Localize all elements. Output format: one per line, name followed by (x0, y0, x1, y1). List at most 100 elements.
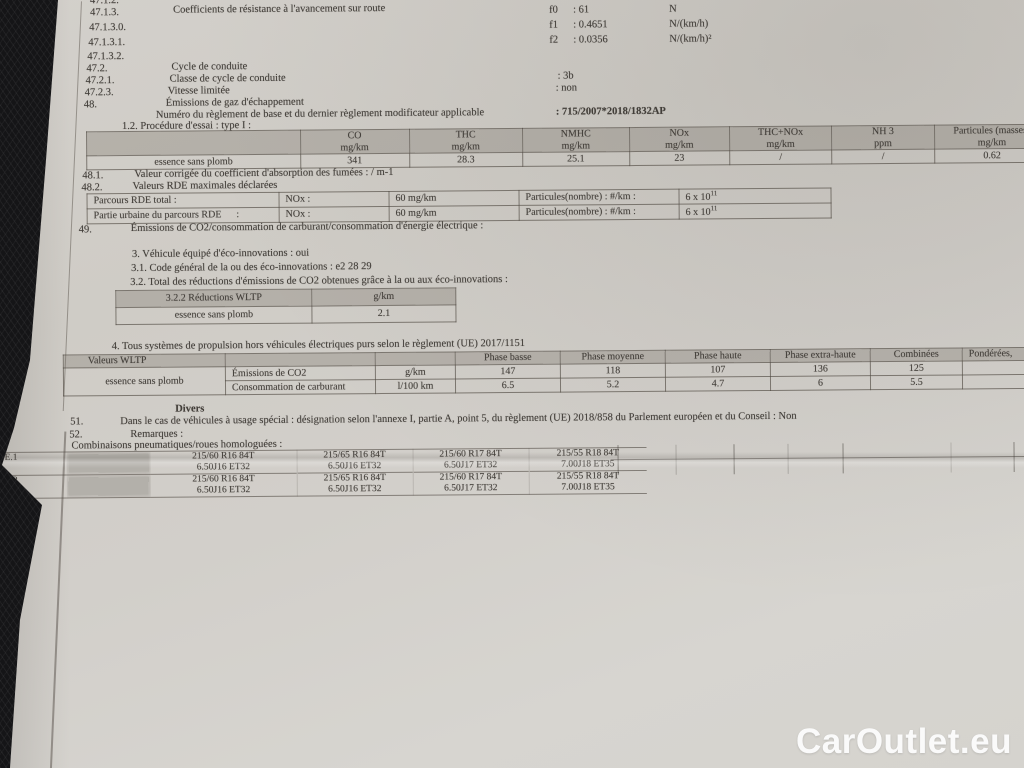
emissions-header-nox: NOx mg/km (629, 126, 730, 152)
emissions-header-co: CO mg/km (300, 129, 410, 155)
wltp-header-combined: Combinées (870, 347, 963, 362)
wltp-co2-extra: 136 (770, 361, 871, 377)
redaction-box (68, 453, 149, 473)
wltp-table: Valeurs WLTP Phase basse Phase moyenne P… (63, 347, 1024, 397)
wltp-header-blank-2 (375, 351, 456, 366)
tire-table-tick (733, 444, 735, 475)
item-text-49: Émissions de CO2/consommation de carbura… (130, 220, 484, 234)
emissions-thcnox-value: / (729, 149, 832, 165)
redaction-box (68, 476, 149, 496)
f1-value: : 0.4651 (573, 19, 608, 31)
rde-row1-particles-value: 6 x 1011 (678, 187, 832, 205)
wltp-row-label: essence sans plomb (63, 366, 226, 397)
tire-row1-col3: 215/60 R17 84T 6.50J17 ET32 (412, 448, 529, 473)
tire-row2-col2: 215/65 R16 84T 6.50J16 ET32 (296, 472, 413, 497)
f2-value: : 0.0356 (573, 34, 608, 46)
tire-table-tick (675, 444, 677, 475)
f0-value: : 61 (573, 4, 590, 16)
item-number-47-1-3-1: 47.1.3.1. (88, 37, 126, 49)
wltp-header-phase-extra: Phase extra-haute (770, 348, 871, 363)
emissions-part-mass-value: 0.62 (934, 148, 1024, 164)
tire-row1-redaction (66, 451, 151, 476)
rde-row2-pollutant: NOx : (279, 206, 390, 222)
tire-row1-col2: 215/65 R16 84T 6.50J16 ET32 (296, 449, 413, 474)
wltp-co2-unit: g/km (375, 364, 456, 380)
item-value-47-2-1: : 3b (557, 70, 574, 82)
rde-row1-pollutant: NOx : (278, 191, 390, 208)
eco-innovation-line-3: 3. Véhicule équipé d'éco-innovations : o… (131, 247, 310, 260)
rde-row1-label: Parcours RDE total : (86, 192, 280, 209)
f2-name: f2 (549, 34, 559, 46)
tire-row1-col1: 215/60 R16 84T 6.50J16 ET32 (150, 450, 297, 475)
tire-combinations-table: E.1 215/60 R16 84T 6.50J16 ET32 215/65 R1… (2, 447, 647, 499)
f1-name: f1 (549, 19, 558, 31)
f0-name: f0 (549, 4, 558, 16)
eco-reduction-table: 3.2.2 Réductions WLTP g/km essence sans … (115, 287, 457, 325)
wltp-fuel-low: 6.5 (455, 378, 561, 393)
wltp-header-phase-low: Phase basse (455, 351, 561, 365)
wltp-fuel-mid: 5.2 (560, 377, 666, 393)
wltp-fuel-weighted (962, 374, 1024, 389)
wltp-fuel-label: Consommation de carburant (225, 379, 376, 395)
tire-table-tick (950, 442, 952, 473)
wltp-header-phase-mid: Phase moyenne (560, 350, 666, 365)
rde-row1-limit: 60 mg/km (388, 190, 520, 207)
emissions-type1-table: CO mg/km THC mg/km NMHC mg/km NOx mg/km THC+… (86, 123, 1024, 171)
item-number-49: 49. (78, 224, 92, 236)
f2-unit: N/(km/h)² (669, 33, 712, 45)
rde-row2-particles-label: Particules(nombre) : #/km : (519, 204, 680, 221)
item-text-51: Dans le cas de véhicules à usage spécial… (120, 410, 797, 428)
wltp-fuel-high: 4.7 (665, 376, 771, 392)
rde-row2-label: Partie urbaine du parcours RDE : (87, 207, 280, 224)
emissions-header-blank (86, 130, 301, 156)
tire-table-tick (842, 443, 844, 474)
tire-row2-col1: 215/60 R16 84T 6.50J16 ET32 (150, 473, 297, 498)
item-number-47-2-3: 47.2.3. (84, 87, 114, 99)
wltp-corner-label: Valeurs WLTP (63, 353, 226, 369)
tire-row2-col3: 215/60 R17 84T 6.50J17 ET32 (412, 471, 529, 496)
item-number-47-2-1: 47.2.1. (85, 75, 115, 87)
tire-table-tick (1013, 442, 1015, 473)
emissions-header-nh3: NH 3 ppm (831, 125, 935, 150)
left-margin-rule (62, 1, 82, 412)
item-number-48: 48. (83, 99, 97, 111)
item-number-51: 51. (70, 416, 84, 428)
regulation-number-value: : 715/2007*2018/1832AP (555, 105, 666, 118)
rde-row2-limit: 60 mg/km (389, 205, 520, 222)
wltp-co2-high: 107 (665, 362, 771, 378)
wltp-fuel-unit: l/100 km (375, 378, 456, 394)
tire-table-tick (787, 443, 789, 474)
tire-row1-label: E.1 (2, 452, 67, 476)
emissions-nh3-value: / (831, 149, 935, 164)
wltp-co2-combined: 125 (870, 360, 963, 376)
item-number-47-1-3-0: 47.1.3.0. (89, 22, 126, 34)
divers-heading: Divers (175, 403, 205, 415)
rde-row2-particles-value: 6 x 1011 (679, 202, 832, 219)
wltp-header-phase-high: Phase haute (665, 349, 771, 364)
tire-table-continuation-line (610, 455, 1024, 461)
emissions-header-thcnox: THC+NOx mg/km (729, 125, 832, 151)
wltp-fuel-combined: 5.5 (870, 374, 963, 390)
item-text-47-1-3: Coefficients de résistance à l'avancemen… (173, 2, 386, 16)
item-number-47-1-3-2: 47.1.3.2. (87, 51, 125, 63)
wltp-co2-label: Émissions de CO2 (225, 365, 376, 381)
wltp-header-weighted: Pondérées, (962, 347, 1024, 361)
rde-row1-particles-label: Particules(nombre) : #/km : (518, 189, 680, 206)
caroutlet-watermark: CarOutlet.eu (795, 722, 1012, 761)
emissions-header-nmhc: NMHC mg/km (522, 127, 630, 153)
emissions-header-thc: THC mg/km (408, 128, 523, 154)
item-value-47-2-3: : non (555, 82, 578, 94)
wltp-header-blank-1 (225, 352, 376, 367)
eco-reduction-row-label: essence sans plomb (115, 306, 313, 325)
wltp-fuel-extra: 6 (770, 375, 871, 391)
emissions-nmhc-value: 25.1 (522, 151, 630, 167)
tire-row2-redaction (66, 474, 151, 498)
f0-unit: N (669, 3, 677, 15)
emissions-nox-value: 23 (629, 150, 730, 166)
eco-reduction-unit: g/km (311, 287, 456, 307)
emissions-thc-value: 28.3 (409, 152, 523, 168)
wltp-co2-low: 147 (455, 364, 561, 379)
